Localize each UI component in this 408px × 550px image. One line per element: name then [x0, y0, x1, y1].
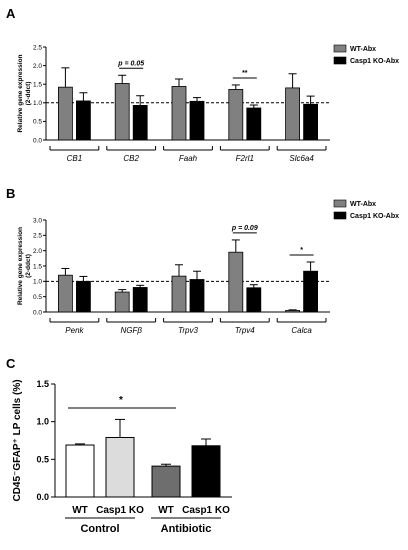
panel-c-y-tick-label: 0.5	[36, 454, 49, 464]
panel-b-category-label: Trpv4	[235, 326, 255, 335]
panel-b-y-tick-label: 1.5	[33, 263, 42, 270]
panel-c-bar	[191, 445, 221, 498]
panel-a-bar-ko	[189, 100, 205, 141]
panel-letter-c: C	[6, 356, 16, 371]
panel-b-bar-ko	[303, 270, 319, 313]
panel-c-y-axis-label: CD45⁻GFAP⁺ LP cells (%)	[12, 379, 23, 501]
panel-b-category-label: Calca	[291, 326, 312, 335]
panel-b-bar-wt	[114, 291, 130, 313]
panel-b-significance-label: *	[300, 247, 303, 254]
panel-c-significance-label: *	[119, 395, 123, 406]
panel-a-legend-label: Casp1 KO-Abx	[350, 58, 399, 65]
panel-a-y-axis-label: (2-ddct)	[25, 82, 32, 106]
panel-a-bar-wt	[228, 89, 244, 141]
panel-a-bar-ko	[303, 103, 319, 141]
panel-a-bar-wt	[58, 86, 73, 141]
panel-letter-a: A	[6, 6, 16, 21]
panel-a-category-label: CB2	[123, 154, 139, 163]
panel-a-y-axis-label: Relative gene expression	[17, 54, 24, 132]
panel-a-bar-wt	[171, 86, 187, 141]
panel-c-group-label: Antibiotic	[161, 523, 212, 535]
panel-b-legend-swatch	[333, 199, 347, 208]
panel-a-legend-label: WT-Abx	[350, 46, 376, 53]
panel-b-bar-wt	[58, 274, 73, 313]
panel-b-y-tick-label: 2.0	[33, 248, 42, 255]
panel-a-bar-ko	[246, 107, 262, 141]
panel-a-bar-wt	[114, 83, 130, 141]
panel-a-significance-label: **	[242, 70, 248, 77]
panel-b-bar-ko	[76, 280, 91, 313]
panel-c-bar	[151, 465, 181, 498]
panel-letter-b: B	[6, 186, 15, 201]
panel-b-y-tick-label: 0.0	[33, 309, 42, 316]
panel-b-legend-label: WT-Abx	[350, 201, 376, 208]
panel-c-y-tick-label: 1.0	[36, 417, 49, 427]
panel-b-significance-label: p = 0.09	[231, 225, 258, 232]
panel-b-bar-wt	[171, 275, 187, 313]
panel-c-category-label: Casp1 KO	[182, 505, 230, 516]
panel-b-category-label: NGFβ	[120, 326, 142, 335]
panel-c-category-label: Casp1 KO	[96, 505, 144, 516]
panel-c-category-label: WT	[158, 505, 174, 516]
panel-b-y-tick-label: 2.5	[33, 233, 42, 240]
panel-c-bar	[105, 436, 135, 498]
panel-a-y-tick-label: 2.5	[33, 44, 42, 51]
panel-b-category-label: Trpv3	[178, 326, 198, 335]
panel-a-y-tick-label: 1.0	[33, 100, 42, 107]
panel-b-y-tick-label: 1.0	[33, 279, 42, 286]
panel-b-legend-swatch	[333, 211, 347, 220]
panel-b-bar-ko	[246, 287, 262, 313]
panel-b-y-tick-label: 0.5	[33, 294, 42, 301]
panel-a-legend-swatch	[333, 44, 347, 53]
panel-b-y-tick-label: 3.0	[33, 217, 42, 224]
panel-a-significance-label: p = 0.05	[117, 60, 144, 67]
panel-b-bar-wt	[228, 251, 244, 313]
panel-a-y-tick-label: 0.5	[33, 119, 42, 126]
panel-a-y-tick-label: 1.5	[33, 82, 42, 89]
panel-b-bar-wt	[285, 310, 301, 313]
panel-a-category-label: F2rl1	[236, 154, 254, 163]
panel-c-category-label: WT	[72, 505, 88, 516]
panel-b-y-axis-label: (2-ddct)	[25, 254, 32, 278]
panel-a-category-label: Slc6a4	[289, 154, 314, 163]
panel-c-y-tick-label: 0.0	[36, 492, 49, 502]
panel-c-group-label: Control	[80, 523, 119, 535]
panel-b-category-label: Penk	[65, 326, 84, 335]
panel-b-bar-ko	[189, 279, 205, 313]
panel-a-category-label: Faah	[179, 154, 198, 163]
panel-a-bar-ko	[76, 100, 91, 141]
panel-b-y-axis-label: Relative gene expression	[17, 227, 24, 305]
panel-a-bar-wt	[285, 87, 301, 141]
panel-a-category-label: CB1	[67, 154, 83, 163]
panel-a-legend-swatch	[333, 56, 347, 65]
panel-b-legend-label: Casp1 KO-Abx	[350, 213, 399, 220]
panel-c-y-tick-label: 1.5	[36, 379, 49, 389]
panel-b-bar-ko	[132, 287, 148, 313]
panel-a-bar-ko	[132, 105, 148, 141]
panel-a-y-tick-label: 2.0	[33, 63, 42, 70]
panel-c-bar	[65, 444, 95, 498]
panel-a-y-tick-label: 0.0	[33, 137, 42, 144]
